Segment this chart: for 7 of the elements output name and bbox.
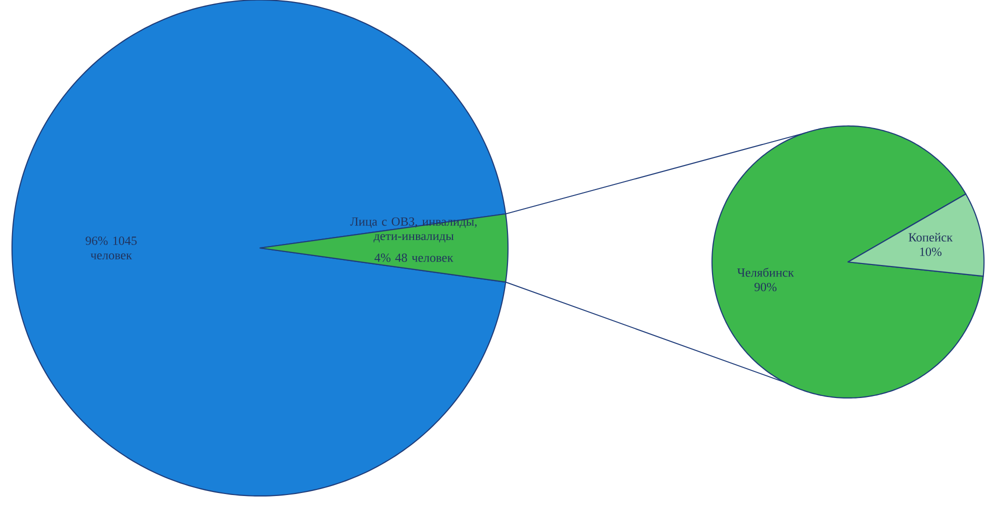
data-label: 4% 48 человек (374, 254, 454, 262)
data-label: 96% 1045 человек (86, 236, 137, 260)
data-label: 90% (754, 282, 777, 292)
data-label: 10% (920, 248, 942, 256)
slice-label: Челябинск (737, 268, 794, 277)
slice-label: Лица с ОВЗ, инвалиды, дети-инвалиды (350, 217, 477, 242)
slice-label: Копейск (908, 232, 953, 242)
